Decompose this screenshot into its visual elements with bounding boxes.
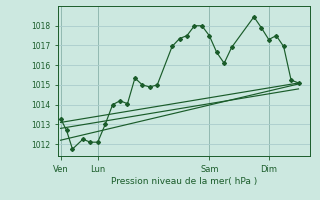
X-axis label: Pression niveau de la mer( hPa ): Pression niveau de la mer( hPa ) — [111, 177, 257, 186]
